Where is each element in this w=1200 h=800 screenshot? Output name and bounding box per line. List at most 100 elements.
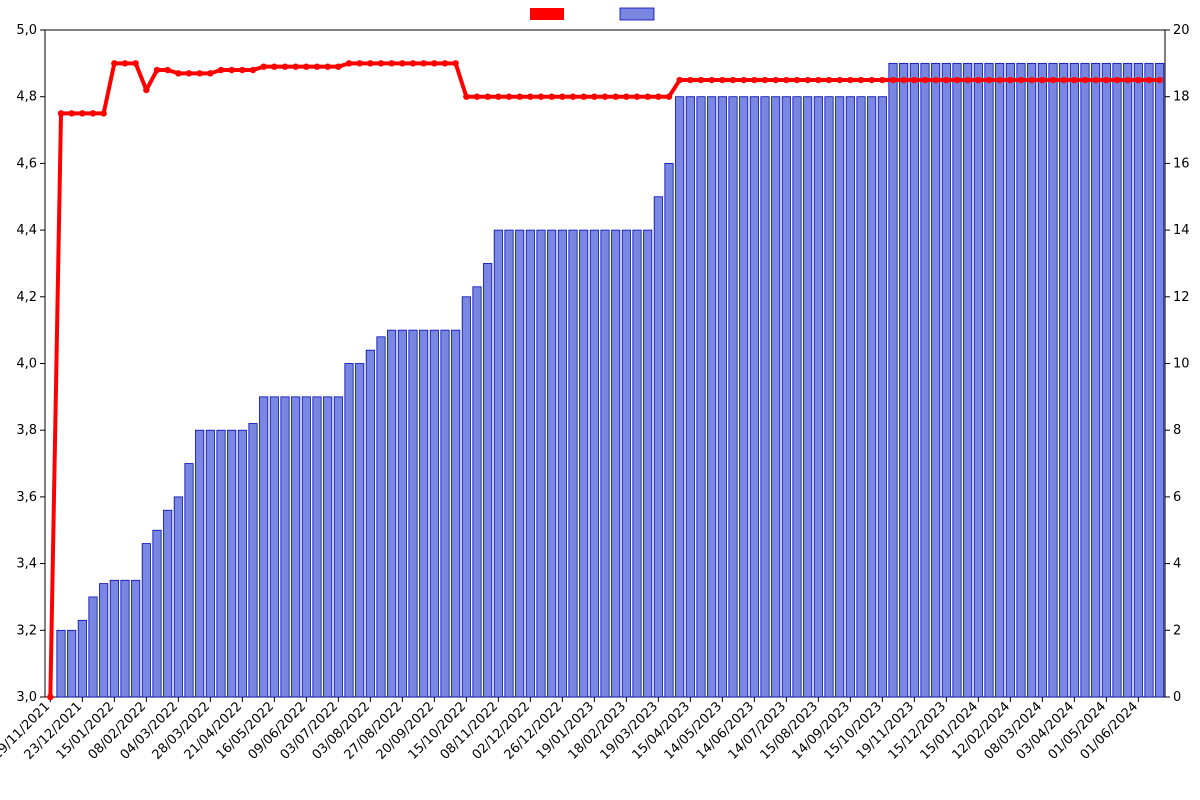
bar [612,230,620,697]
line-marker [356,60,362,66]
bar [313,397,321,697]
bar [100,584,108,697]
line-marker [708,77,714,83]
bar [537,230,545,697]
y-right-tick-label: 14 [1173,223,1190,238]
bar [804,97,812,697]
line-marker [644,94,650,100]
bar [228,430,236,697]
line-marker [1039,77,1045,83]
line-marker [975,77,981,83]
line-marker [580,94,586,100]
bar [1156,63,1164,697]
line-marker [794,77,800,83]
line-marker [570,94,576,100]
bar [398,330,406,697]
bar [1049,63,1057,697]
bar [932,63,940,697]
line-marker [762,77,768,83]
bar [953,63,961,697]
bar [164,510,172,697]
bar [1006,63,1014,697]
y-right-tick-label: 2 [1173,623,1181,638]
line-marker [410,60,416,66]
bar [686,97,694,697]
bar [484,263,492,697]
line-marker [623,94,629,100]
bar [377,337,385,697]
bar [590,230,598,697]
bar [974,63,982,697]
y-right-tick-label: 20 [1173,23,1190,38]
line-marker [58,110,64,116]
bar [1124,63,1132,697]
line-marker [143,87,149,93]
bar [654,197,662,697]
line-marker [1146,77,1152,83]
bar [1028,63,1036,697]
bar [452,330,460,697]
bar [900,63,908,697]
bar [558,230,566,697]
line-marker [346,60,352,66]
line-marker [698,77,704,83]
line-marker [314,63,320,69]
line-marker [292,63,298,69]
line-marker [602,94,608,100]
legend-swatch-bar [620,8,654,20]
line-marker [100,110,106,116]
line-marker [132,60,138,66]
line-marker [1018,77,1024,83]
bar [1134,63,1142,697]
bar [622,230,630,697]
line-marker [932,77,938,83]
legend-swatch-line [530,8,564,20]
y-left-tick-label: 4,8 [16,90,37,105]
line-marker [495,94,501,100]
bar [505,230,513,697]
bar [676,97,684,697]
y-left-tick-label: 4,0 [16,357,37,372]
bar [644,230,652,697]
bar [814,97,822,697]
line-marker [420,60,426,66]
line-marker [164,67,170,73]
bar [718,97,726,697]
line-marker [783,77,789,83]
left-axis: 3,03,23,43,63,84,04,24,44,64,85,0 [16,23,45,705]
y-left-tick-label: 5,0 [16,23,37,38]
line-marker [730,77,736,83]
bar [665,163,673,697]
line-marker [900,77,906,83]
bar [388,330,396,697]
line-marker [964,77,970,83]
line-marker [1124,77,1130,83]
bar [430,330,438,697]
bar [1070,63,1078,697]
y-right-tick-label: 12 [1173,290,1190,305]
line-marker [1135,77,1141,83]
bar [89,597,97,697]
line-marker [463,94,469,100]
bar [132,580,140,697]
line-marker [228,67,234,73]
line-marker [527,94,533,100]
bar [526,230,534,697]
line-marker [506,94,512,100]
bar [78,620,86,697]
bar [1092,63,1100,697]
bar [142,544,150,697]
line-marker [335,63,341,69]
y-left-tick-label: 3,2 [16,623,37,638]
line-marker [196,70,202,76]
line-marker [452,60,458,66]
bar [878,97,886,697]
y-left-tick-label: 4,2 [16,290,37,305]
bar [750,97,758,697]
line-marker [154,67,160,73]
bar [270,397,278,697]
bar [942,63,950,697]
bar [196,430,204,697]
line-marker [996,77,1002,83]
bar [910,63,918,697]
